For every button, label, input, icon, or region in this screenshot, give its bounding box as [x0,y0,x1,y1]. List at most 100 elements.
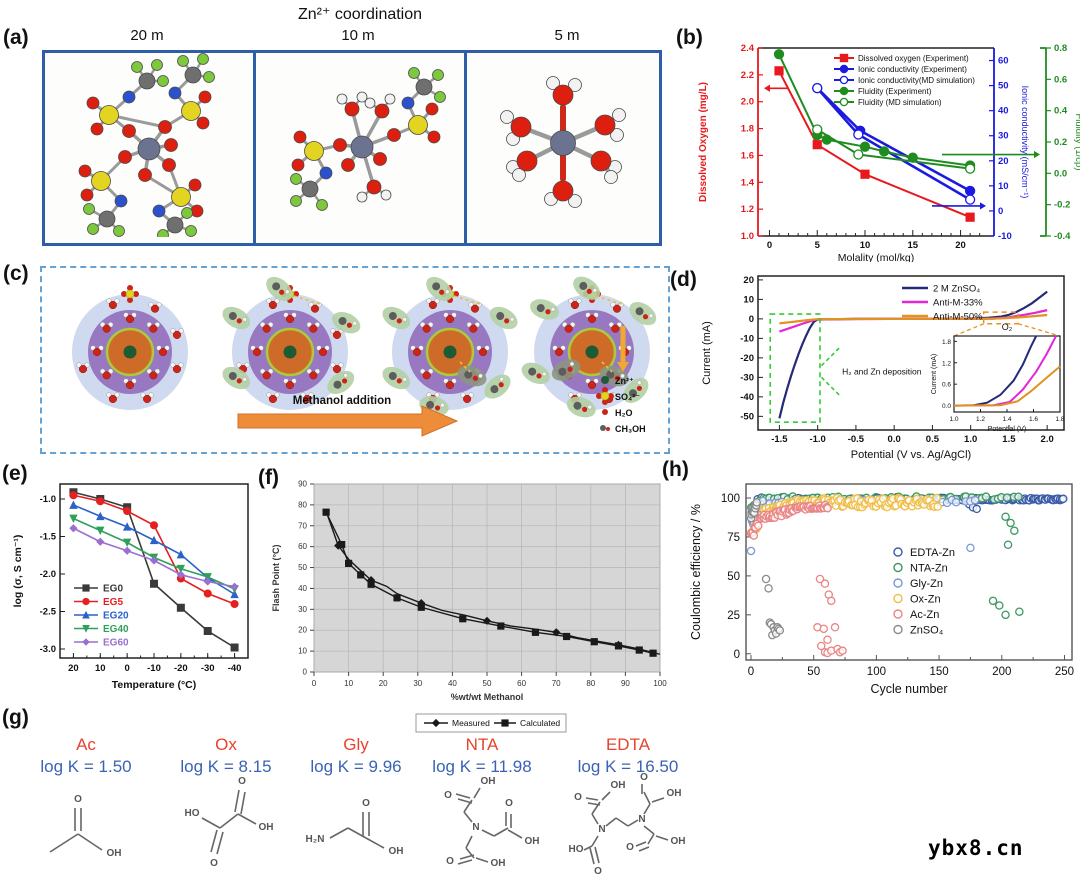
svg-text:60: 60 [998,56,1009,67]
svg-text:1.2: 1.2 [942,360,951,367]
svg-text:Anti-M-33%: Anti-M-33% [933,298,983,309]
svg-text:20: 20 [998,156,1009,167]
svg-text:100: 100 [653,679,667,688]
svg-text:20: 20 [743,275,754,286]
svg-text:-0.2: -0.2 [1054,200,1070,211]
svg-text:-30: -30 [201,663,215,674]
svg-text:Current (mA): Current (mA) [701,321,713,385]
panel-h-chart: 0 50 100 150 200 250 0 25 50 75 100 Cycle number Cou… [689,483,1074,696]
svg-text:O: O [210,858,218,869]
panel-c-schematic-box: Methanol addition Zn²⁺ SO₄²⁻ H₂O CH₃OH [40,266,670,454]
svg-text:60: 60 [298,542,307,551]
svg-text:Calculated: Calculated [520,718,560,728]
svg-text:10: 10 [344,679,353,688]
svg-text:50: 50 [483,679,492,688]
watermark: ybx8.cn [928,836,1024,860]
molecule-logk-ac: log K = 1.50 [40,757,132,776]
svg-text:O₂: O₂ [1002,322,1013,332]
svg-text:0: 0 [998,206,1003,217]
svg-text:20: 20 [379,679,388,688]
svg-text:OH: OH [671,836,686,847]
molecule-20m [78,53,215,241]
panel-a-label: (a) [3,26,29,49]
panel-f-label: (f) [258,466,279,489]
molecule-logk-edta: log K = 16.50 [577,757,679,776]
svg-text:Methanol addition: Methanol addition [293,395,391,407]
svg-text:70: 70 [298,521,307,530]
svg-text:Fluidity (1/cp): Fluidity (1/cp) [1073,113,1080,170]
svg-text:EG20: EG20 [103,611,129,622]
svg-text:0.4: 0.4 [1054,106,1068,117]
svg-text:30: 30 [998,131,1009,142]
svg-text:-20: -20 [174,663,188,674]
svg-text:OH: OH [107,848,122,859]
svg-text:0: 0 [124,663,129,674]
svg-text:ZnSO₄: ZnSO₄ [910,625,944,637]
svg-text:10: 10 [860,240,871,251]
svg-text:100: 100 [721,493,740,505]
svg-text:Ionic conductivity(MD simulati: Ionic conductivity(MD simulation) [858,76,975,85]
svg-text:Potential (V vs. Ag/AgCl): Potential (V vs. Ag/AgCl) [851,449,971,461]
panel-h-label: (h) [662,458,689,481]
svg-text:NTA-Zn: NTA-Zn [910,563,948,575]
molecule-name-edta: EDTA [605,735,651,754]
svg-text:O: O [444,790,452,801]
svg-text:40: 40 [448,679,457,688]
svg-text:90: 90 [298,480,307,489]
svg-text:100: 100 [867,666,886,678]
svg-text:N: N [472,822,479,833]
svg-text:OH: OH [491,858,506,869]
svg-text:1.5: 1.5 [1002,434,1016,445]
svg-text:20: 20 [298,626,307,635]
svg-text:1.8: 1.8 [741,124,754,135]
svg-text:40: 40 [298,584,307,593]
svg-text:2.0: 2.0 [741,97,754,108]
svg-text:HO: HO [185,808,200,819]
svg-text:O: O [238,776,246,787]
svg-text:OH: OH [667,788,682,799]
svg-text:O: O [505,798,513,809]
svg-text:2.0: 2.0 [1041,434,1054,445]
molecule-name-ac: Ac [76,735,96,754]
svg-text:0.2: 0.2 [1054,137,1067,148]
svg-text:0.6: 0.6 [1054,74,1067,85]
svg-text:-20: -20 [740,353,754,364]
svg-text:O: O [362,798,370,809]
svg-text:0: 0 [303,668,308,677]
molecule-name-ox: Ox [215,735,237,754]
svg-text:Current (mA): Current (mA) [931,354,938,394]
svg-text:OH: OH [525,836,540,847]
panel-a-col-20m: 20 m [130,27,164,44]
svg-text:EG60: EG60 [103,638,129,649]
svg-text:Dissolved Oxygen (mg/L): Dissolved Oxygen (mg/L) [698,82,709,202]
svg-text:Temperature (°C): Temperature (°C) [112,679,197,691]
svg-text:10: 10 [298,647,307,656]
svg-text:O: O [74,794,82,805]
molecule-logk-nta: log K = 11.98 [432,757,532,776]
svg-text:Ox-Zn: Ox-Zn [910,594,941,606]
svg-text:0.5: 0.5 [926,434,940,445]
svg-text:Dissolved oxygen (Experiment): Dissolved oxygen (Experiment) [858,54,969,63]
svg-text:-1.5: -1.5 [40,532,57,543]
svg-text:2.2: 2.2 [741,70,754,81]
molecule-5m [500,76,626,208]
svg-text:-50: -50 [740,411,754,422]
svg-text:10: 10 [95,663,106,674]
molecule-name-nta: NTA [465,735,499,754]
svg-text:1.8: 1.8 [1055,416,1064,423]
svg-text:EG40: EG40 [103,624,129,635]
svg-text:15: 15 [907,240,918,251]
structure-ox: HO O O OH [185,776,274,869]
panel-a-title: Zn²⁺ coordination [297,6,423,23]
svg-text:-1.0: -1.0 [809,434,825,445]
molecule-logk-ox: log K = 8.15 [180,757,272,776]
svg-text:CH₃OH: CH₃OH [615,424,646,434]
svg-text:log (σ, S cm⁻¹): log (σ, S cm⁻¹) [12,535,24,608]
svg-text:Measured: Measured [452,718,490,728]
svg-text:Gly-Zn: Gly-Zn [910,578,943,590]
svg-text:HO: HO [569,844,584,855]
svg-text:0: 0 [767,240,772,251]
panel-b-chart: 0 5 10 15 20 Molality (mol/kg) 1.0 1.2 1.4 1.6 1.8… [698,43,1080,262]
svg-text:Fluidity (MD simulation): Fluidity (MD simulation) [858,98,942,107]
panel-a-structure-box [42,50,662,246]
